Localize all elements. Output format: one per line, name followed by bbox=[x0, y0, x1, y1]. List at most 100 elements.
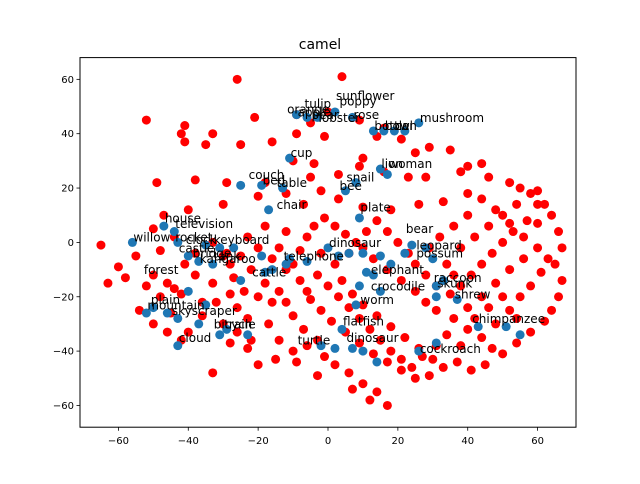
data-point bbox=[410, 286, 420, 296]
data-point bbox=[354, 338, 364, 348]
point-label: woman bbox=[388, 157, 432, 171]
data-point bbox=[456, 281, 466, 291]
data-point bbox=[222, 324, 232, 334]
data-point bbox=[208, 368, 218, 378]
data-point bbox=[407, 362, 417, 372]
data-point bbox=[344, 368, 354, 378]
data-point bbox=[375, 335, 385, 345]
point-label: poppy bbox=[339, 95, 376, 109]
point-label: kangaroo bbox=[200, 252, 256, 266]
data-point bbox=[232, 327, 242, 337]
point-label: keyboard bbox=[214, 233, 270, 247]
data-point bbox=[505, 265, 515, 275]
data-point bbox=[281, 297, 291, 307]
data-point bbox=[491, 319, 501, 329]
data-point bbox=[445, 145, 455, 155]
data-point bbox=[463, 303, 473, 313]
y-tick-label: 40 bbox=[61, 129, 74, 140]
data-point bbox=[155, 246, 165, 256]
data-point bbox=[236, 275, 246, 285]
data-point bbox=[484, 172, 494, 182]
data-point bbox=[487, 343, 497, 353]
data-point bbox=[400, 333, 410, 343]
point-label: house bbox=[165, 211, 201, 225]
data-point bbox=[141, 308, 151, 318]
data-point bbox=[267, 137, 277, 147]
data-point bbox=[368, 270, 378, 280]
data-point bbox=[148, 224, 158, 234]
data-point bbox=[243, 232, 253, 242]
data-point bbox=[354, 161, 364, 171]
data-point bbox=[368, 254, 378, 264]
point-label: dinosaur bbox=[329, 236, 381, 250]
data-point bbox=[358, 248, 368, 258]
data-point bbox=[306, 294, 316, 304]
data-point bbox=[323, 107, 333, 117]
data-point bbox=[354, 313, 364, 323]
data-point bbox=[393, 237, 403, 247]
data-point bbox=[225, 289, 235, 299]
data-point bbox=[208, 129, 218, 139]
data-point bbox=[505, 218, 515, 228]
data-point bbox=[246, 265, 256, 275]
data-point bbox=[358, 346, 368, 356]
data-point bbox=[96, 240, 106, 250]
data-point bbox=[274, 286, 284, 296]
data-point bbox=[232, 303, 242, 313]
data-point bbox=[190, 270, 200, 280]
point-label: plain bbox=[151, 293, 180, 307]
point-label: mountain bbox=[147, 298, 204, 312]
data-point bbox=[131, 251, 141, 261]
data-point bbox=[396, 134, 406, 144]
data-point bbox=[554, 227, 564, 237]
data-point bbox=[201, 300, 211, 310]
data-point bbox=[372, 357, 382, 367]
data-point bbox=[253, 243, 263, 253]
point-label: bridge bbox=[193, 247, 232, 261]
data-point bbox=[320, 352, 330, 362]
data-point bbox=[382, 169, 392, 179]
y-tick-label: 60 bbox=[61, 75, 74, 86]
data-point bbox=[347, 343, 357, 353]
data-point bbox=[505, 305, 515, 315]
data-point bbox=[386, 259, 396, 269]
point-label: television bbox=[175, 217, 233, 231]
data-point bbox=[292, 357, 302, 367]
data-point bbox=[386, 205, 396, 215]
data-point bbox=[375, 251, 385, 261]
point-label: tulip bbox=[305, 97, 332, 111]
point-label: plate bbox=[360, 201, 390, 215]
data-point bbox=[375, 164, 385, 174]
data-point bbox=[288, 311, 298, 321]
data-point bbox=[501, 322, 511, 332]
data-point bbox=[403, 172, 413, 182]
data-point bbox=[414, 199, 424, 209]
data-point bbox=[375, 286, 385, 296]
data-point bbox=[239, 286, 249, 296]
data-point bbox=[351, 178, 361, 188]
data-point bbox=[302, 286, 312, 296]
data-point bbox=[547, 210, 557, 220]
data-point bbox=[134, 305, 144, 315]
data-point bbox=[536, 267, 546, 277]
data-point bbox=[358, 202, 368, 212]
data-point bbox=[365, 395, 375, 405]
data-point bbox=[337, 72, 347, 82]
data-point bbox=[316, 248, 326, 258]
points-layer bbox=[96, 72, 567, 410]
data-point bbox=[208, 237, 218, 247]
point-label: mushroom bbox=[420, 111, 484, 125]
data-point bbox=[299, 324, 309, 334]
data-point bbox=[515, 183, 525, 193]
data-point bbox=[533, 243, 543, 253]
data-point bbox=[421, 297, 431, 307]
data-point bbox=[330, 259, 340, 269]
data-point bbox=[452, 294, 462, 304]
data-point bbox=[148, 270, 158, 280]
data-point bbox=[477, 194, 487, 204]
point-label: chimpanzee bbox=[472, 312, 545, 326]
data-point bbox=[344, 248, 354, 258]
data-point bbox=[180, 121, 190, 131]
data-point bbox=[515, 330, 525, 340]
